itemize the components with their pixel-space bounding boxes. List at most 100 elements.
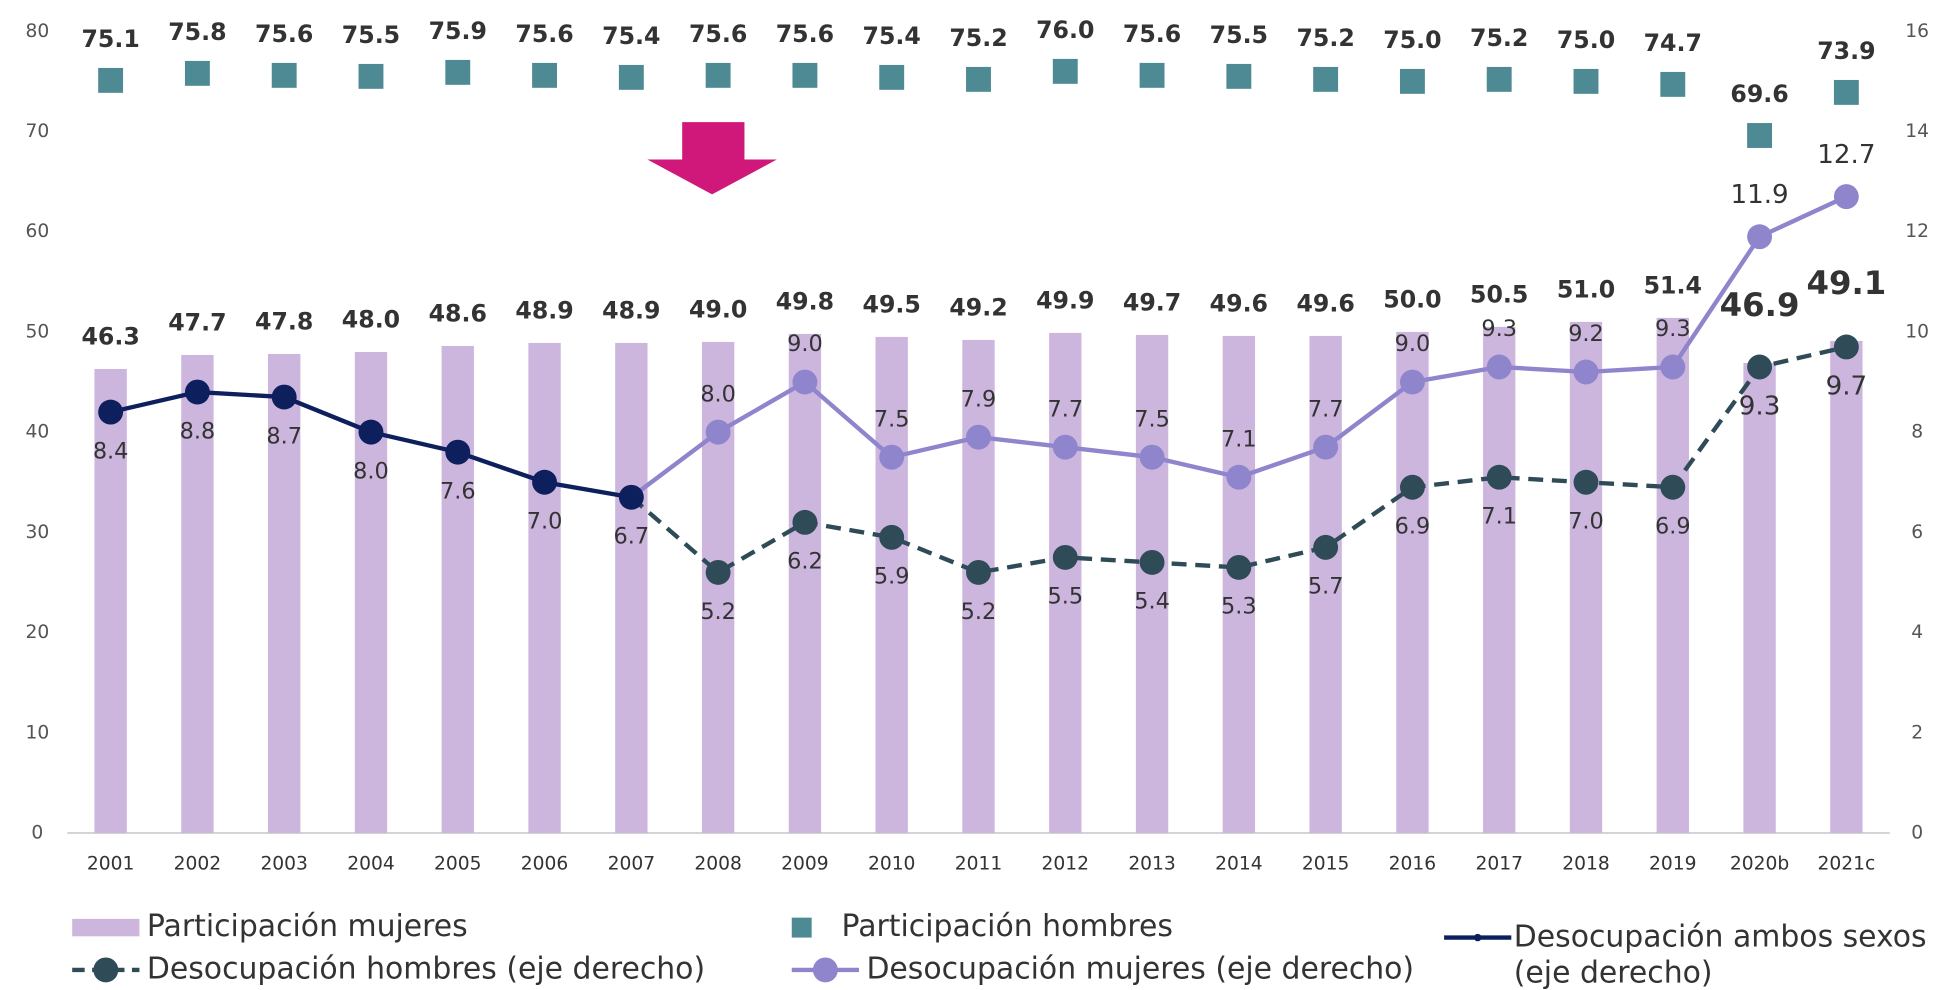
point-label: 8.4 (93, 438, 129, 464)
bar (1483, 326, 1516, 833)
x-tick-label: 2005 (434, 854, 481, 875)
legend-swatch (1473, 933, 1482, 942)
x-tick-label: 2012 (1042, 854, 1089, 875)
bar-label: 50.5 (1470, 280, 1528, 308)
x-tick-label: 2015 (1302, 854, 1349, 875)
point (1052, 434, 1078, 460)
point-label: 6.2 (787, 549, 823, 575)
point (618, 484, 644, 510)
bar-label: 47.8 (255, 307, 313, 335)
bar-label: 48.9 (602, 296, 660, 324)
point-label: 7.1 (1481, 504, 1517, 530)
x-tick-label: 2014 (1215, 854, 1262, 875)
legend-label: Participación mujeres (147, 909, 468, 944)
point (1573, 359, 1599, 385)
square-label: 75.4 (863, 22, 921, 50)
bar-label: 49.5 (863, 290, 921, 318)
point-label: 5.9 (874, 564, 910, 590)
square-label: 73.9 (1817, 37, 1875, 65)
y-tick-label: 40 (25, 422, 49, 443)
legend-swatch (791, 917, 812, 938)
point (1660, 474, 1686, 500)
bar (1135, 334, 1169, 833)
x-tick-label: 2004 (347, 854, 394, 875)
y2-tick-label: 16 (1905, 21, 1929, 42)
square-marker (1226, 63, 1252, 89)
point-label: 5.5 (1047, 584, 1083, 610)
y2-tick-label: 0 (1911, 822, 1923, 843)
y-tick-label: 10 (25, 722, 49, 743)
square-label: 75.1 (81, 25, 139, 53)
bar (1222, 335, 1256, 833)
y-tick-label: 60 (25, 221, 49, 242)
point-label: 8.0 (700, 381, 736, 407)
square-marker (618, 64, 644, 90)
point-label: 7.5 (874, 406, 910, 432)
square-marker (1747, 123, 1773, 148)
x-tick-label: 2020b (1730, 854, 1789, 875)
point (98, 399, 124, 425)
legend-label: Desocupación ambos sexos (eje derecho) (1514, 919, 1927, 990)
bar-label: 51.4 (1644, 271, 1702, 299)
square-label: 75.5 (342, 21, 400, 49)
bar-label: 49.0 (689, 295, 747, 323)
x-tick-label: 2011 (955, 854, 1002, 875)
point (879, 444, 905, 470)
bar (875, 336, 908, 833)
bar-label: 49.7 (1123, 288, 1181, 316)
point-label: 6.9 (1655, 514, 1691, 540)
y2-tick-label: 10 (1905, 321, 1929, 342)
y2-tick-label: 4 (1911, 622, 1923, 643)
point (1399, 474, 1425, 500)
point (271, 384, 297, 410)
line-series (98, 379, 644, 510)
square-label: 76.0 (1036, 16, 1094, 44)
point (1139, 444, 1165, 470)
point-label: 9.3 (1655, 316, 1691, 342)
point-label: 5.2 (700, 599, 736, 625)
bar (181, 354, 214, 833)
point-label: 12.7 (1817, 140, 1875, 170)
x-tick-label: 2019 (1649, 854, 1696, 875)
point (184, 379, 210, 405)
bar (962, 339, 995, 833)
legend-label: Participación hombres (842, 909, 1173, 944)
point-label: 9.0 (1395, 331, 1431, 357)
square-label: 75.2 (949, 24, 1007, 52)
point-label: 7.5 (1134, 406, 1170, 432)
x-tick-label: 2018 (1562, 854, 1609, 875)
point-label: 9.7 (1826, 371, 1868, 401)
square-marker (1313, 66, 1339, 92)
legend-label: Desocupación hombres (eje derecho) (147, 951, 705, 986)
y-tick-label: 30 (25, 522, 49, 543)
point-label: 9.0 (787, 331, 823, 357)
y-tick-label: 0 (31, 822, 43, 843)
x-tick-label: 2008 (694, 854, 741, 875)
bar (788, 333, 822, 833)
legend-swatch (72, 918, 140, 937)
square-label: 75.6 (689, 20, 747, 48)
point-label: 7.0 (527, 509, 563, 535)
point-label: 8.7 (266, 423, 302, 449)
x-tick-label: 2010 (868, 854, 915, 875)
x-tick-label: 2002 (174, 854, 221, 875)
bar (701, 341, 735, 833)
point (792, 509, 818, 535)
bar-label: 48.0 (342, 305, 400, 333)
point (1139, 549, 1165, 575)
y2-tick-label: 14 (1905, 121, 1929, 142)
point-label: 7.7 (1308, 396, 1344, 422)
point (705, 559, 731, 585)
bar (1569, 321, 1603, 833)
bar (94, 368, 127, 833)
square-label: 75.6 (1123, 20, 1181, 48)
square-marker (271, 62, 297, 88)
point-label: 5.7 (1308, 574, 1344, 600)
point-label: 6.9 (1395, 514, 1431, 540)
bar-label: 49.6 (1296, 289, 1354, 317)
point (1226, 464, 1252, 490)
bar-label: 49.1 (1806, 264, 1886, 302)
arrow (647, 122, 777, 195)
point-label: 5.3 (1221, 594, 1257, 620)
